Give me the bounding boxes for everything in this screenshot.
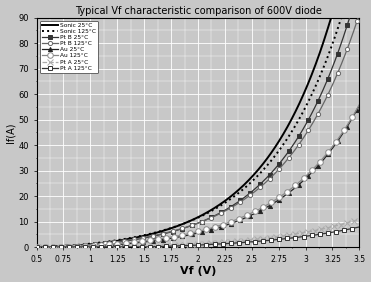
Au 25°C [357, 103, 362, 107]
Sonic 125°C [73, 243, 78, 247]
Pt A 25°C [162, 244, 167, 248]
Pt B 125°C [269, 175, 273, 179]
Line: Pt A 25°C: Pt A 25°C [34, 217, 362, 250]
Sonic 25°C [357, 11, 362, 14]
Au 125°C [267, 202, 272, 205]
Pt A 125°C [139, 245, 144, 249]
Pt B 125°C [357, 12, 362, 16]
X-axis label: Vf (V): Vf (V) [180, 266, 216, 276]
Au 125°C [35, 245, 39, 249]
Pt B 25°C [357, 11, 362, 14]
Line: Au 125°C: Au 125°C [34, 102, 362, 250]
Pt A 25°C [269, 236, 273, 239]
Sonic 125°C [162, 228, 167, 232]
Au 125°C [237, 217, 242, 220]
Pt A 125°C [269, 239, 273, 242]
Sonic 25°C [162, 229, 167, 232]
Pt B 25°C [139, 237, 144, 240]
Pt B 125°C [237, 201, 242, 204]
Au 25°C [73, 245, 78, 249]
Pt B 25°C [349, 11, 354, 14]
Au 125°C [139, 240, 144, 243]
Pt A 25°C [237, 239, 242, 243]
Au 25°C [267, 204, 272, 207]
Sonic 125°C [269, 159, 273, 162]
Pt B 125°C [73, 244, 78, 247]
Au 25°C [269, 203, 273, 206]
Pt B 25°C [237, 199, 242, 202]
Pt A 125°C [35, 245, 39, 249]
Pt A 25°C [357, 218, 362, 221]
Au 125°C [269, 201, 273, 204]
Pt A 25°C [267, 236, 272, 239]
Pt B 125°C [35, 245, 39, 249]
Sonic 125°C [267, 161, 272, 164]
Pt A 25°C [35, 245, 39, 249]
Au 25°C [162, 238, 167, 241]
Sonic 25°C [139, 235, 144, 238]
Au 25°C [237, 219, 242, 222]
Pt A 125°C [162, 245, 167, 248]
Au 25°C [35, 245, 39, 249]
Au 25°C [139, 241, 144, 244]
Sonic 25°C [237, 187, 242, 191]
Pt B 25°C [35, 245, 39, 249]
Sonic 125°C [237, 190, 242, 194]
Pt A 125°C [73, 245, 78, 249]
Sonic 25°C [269, 151, 273, 155]
Sonic 25°C [73, 244, 78, 247]
Pt A 125°C [357, 225, 362, 229]
Pt A 25°C [139, 245, 144, 248]
Sonic 125°C [357, 11, 362, 14]
Pt B 125°C [139, 236, 144, 240]
Pt B 25°C [269, 171, 273, 175]
Line: Au 25°C: Au 25°C [35, 103, 361, 249]
Pt A 25°C [73, 245, 78, 249]
Y-axis label: If(A): If(A) [6, 122, 16, 143]
Pt B 25°C [73, 244, 78, 248]
Sonic 25°C [331, 11, 335, 14]
Line: Pt B 25°C: Pt B 25°C [35, 10, 361, 249]
Line: Sonic 125°C: Sonic 125°C [37, 13, 359, 247]
Pt A 125°C [237, 241, 242, 244]
Line: Pt B 125°C: Pt B 125°C [35, 12, 361, 249]
Pt B 125°C [162, 232, 167, 235]
Pt B 25°C [162, 232, 167, 235]
Au 125°C [162, 237, 167, 240]
Pt B 25°C [267, 173, 272, 177]
Pt B 125°C [267, 177, 272, 180]
Line: Sonic 25°C: Sonic 25°C [37, 13, 359, 247]
Au 125°C [357, 103, 362, 106]
Sonic 125°C [341, 11, 345, 14]
Pt A 125°C [267, 239, 272, 242]
Sonic 25°C [267, 153, 272, 157]
Legend: Sonic 25°C, Sonic 125°C, Pt B 25°C, Pt B 125°C, Au 25°C, Au 125°C, Pt A 25°C, Pt: Sonic 25°C, Sonic 125°C, Pt B 25°C, Pt B… [40, 21, 98, 73]
Title: Typical Vf characteristic comparison of 600V diode: Typical Vf characteristic comparison of … [75, 6, 321, 16]
Sonic 25°C [35, 245, 39, 249]
Sonic 125°C [139, 234, 144, 237]
Au 125°C [73, 245, 78, 248]
Sonic 125°C [35, 245, 39, 249]
Line: Pt A 125°C: Pt A 125°C [35, 225, 361, 249]
